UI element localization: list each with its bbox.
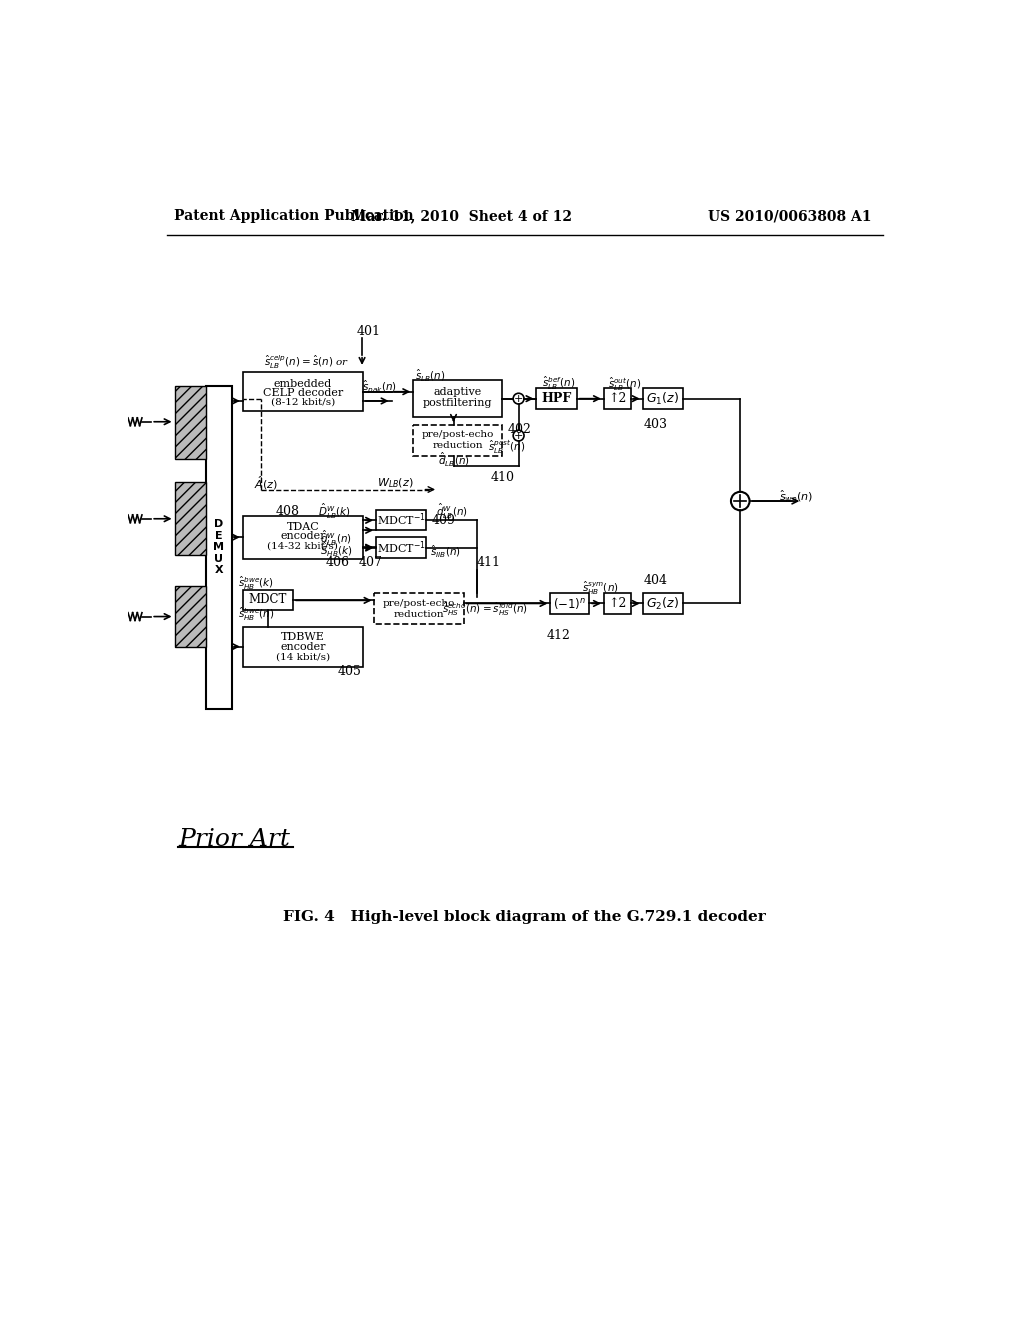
Text: ↑2: ↑2 bbox=[608, 392, 627, 405]
Bar bbox=[604, 388, 631, 409]
Text: pre/post-echo: pre/post-echo bbox=[422, 430, 494, 440]
Text: 407: 407 bbox=[359, 556, 383, 569]
Text: pre/post-echo: pre/post-echo bbox=[383, 599, 456, 609]
Text: $\hat{s}_{wa}(n)$: $\hat{s}_{wa}(n)$ bbox=[779, 487, 813, 504]
Bar bbox=[243, 516, 362, 558]
Text: MDCT: MDCT bbox=[249, 594, 287, 606]
Text: US 2010/0063808 A1: US 2010/0063808 A1 bbox=[709, 209, 872, 223]
Text: $\hat{s}^{echo}_{HS}(n) = \hat{s}^{fold}_{HS}(n)$: $\hat{s}^{echo}_{HS}(n) = \hat{s}^{fold}… bbox=[441, 601, 527, 618]
Text: FIG. 4   High-level block diagram of the G.729.1 decoder: FIG. 4 High-level block diagram of the G… bbox=[284, 909, 766, 924]
Text: reduction: reduction bbox=[432, 441, 483, 450]
Text: $\hat{s}^{bef}_{LB}(n)$: $\hat{s}^{bef}_{LB}(n)$ bbox=[543, 375, 575, 392]
Bar bbox=[414, 425, 503, 455]
Text: MDCT$^{-1}$: MDCT$^{-1}$ bbox=[377, 512, 426, 528]
Text: (14-32 kbit/s): (14-32 kbit/s) bbox=[267, 543, 338, 550]
Text: $G_1(z)$: $G_1(z)$ bbox=[646, 391, 679, 407]
Text: $G_2(z)$: $G_2(z)$ bbox=[646, 595, 679, 611]
Bar bbox=[243, 372, 362, 411]
Text: Prior Art: Prior Art bbox=[178, 829, 290, 851]
Text: $\hat{s}^{bwe}_{HB}(k)$: $\hat{s}^{bwe}_{HB}(k)$ bbox=[238, 574, 274, 593]
Text: $(-1)^n$: $(-1)^n$ bbox=[553, 595, 587, 611]
Text: 408: 408 bbox=[275, 504, 299, 517]
Bar bbox=[174, 586, 206, 647]
Text: +: + bbox=[514, 393, 523, 404]
Text: MDCT$^{-1}$: MDCT$^{-1}$ bbox=[377, 540, 426, 556]
Text: TDAC: TDAC bbox=[287, 523, 319, 532]
Text: (8-12 kbit/s): (8-12 kbit/s) bbox=[270, 399, 335, 407]
Text: D
E
M
U
X: D E M U X bbox=[213, 519, 224, 576]
Text: $\hat{d}^W_{LB}(n)$: $\hat{d}^W_{LB}(n)$ bbox=[436, 502, 468, 520]
Text: 401: 401 bbox=[356, 325, 381, 338]
Bar bbox=[174, 482, 206, 554]
Text: 403: 403 bbox=[643, 417, 668, 430]
Bar bbox=[206, 385, 231, 709]
Bar bbox=[537, 388, 577, 409]
Text: $\hat{D}^W_{LB}(k)$: $\hat{D}^W_{LB}(k)$ bbox=[317, 502, 350, 520]
Text: 410: 410 bbox=[490, 471, 515, 484]
Text: $W_{LB}(z)$: $W_{LB}(z)$ bbox=[377, 477, 414, 490]
Text: ↑2: ↑2 bbox=[608, 597, 627, 610]
Text: postfiltering: postfiltering bbox=[423, 399, 493, 408]
Text: $\hat{s}^{sym}_{HB}(n)$: $\hat{s}^{sym}_{HB}(n)$ bbox=[583, 579, 620, 597]
Text: 411: 411 bbox=[477, 556, 501, 569]
Text: 405: 405 bbox=[337, 665, 361, 677]
Bar bbox=[550, 593, 589, 614]
Text: $\hat{A}(z)$: $\hat{A}(z)$ bbox=[254, 475, 278, 492]
Bar bbox=[414, 380, 503, 417]
Bar bbox=[174, 385, 206, 459]
Text: TDBWE: TDBWE bbox=[281, 632, 325, 643]
Bar bbox=[375, 594, 464, 624]
Text: 406: 406 bbox=[326, 556, 349, 569]
Text: $\hat{s}_{pak}(n)$: $\hat{s}_{pak}(n)$ bbox=[362, 379, 397, 396]
Bar bbox=[643, 593, 683, 614]
Text: 402: 402 bbox=[508, 422, 531, 436]
Text: $\hat{s}^{bwe}_{HB}(n)$: $\hat{s}^{bwe}_{HB}(n)$ bbox=[238, 606, 274, 623]
Bar bbox=[604, 593, 631, 614]
Text: 404: 404 bbox=[643, 574, 668, 587]
Bar bbox=[643, 388, 683, 409]
Text: $\hat{s}_{LB}(n)$: $\hat{s}_{LB}(n)$ bbox=[415, 367, 445, 384]
Bar bbox=[243, 590, 293, 610]
Text: $\hat{s}_{IIB}(n)$: $\hat{s}_{IIB}(n)$ bbox=[430, 543, 461, 560]
Bar bbox=[243, 627, 362, 667]
Text: encoder: encoder bbox=[280, 532, 326, 541]
Text: (14 kbit/s): (14 kbit/s) bbox=[275, 652, 330, 661]
Text: embedded: embedded bbox=[273, 379, 332, 389]
Text: reduction: reduction bbox=[393, 610, 444, 619]
Text: Mar. 11, 2010  Sheet 4 of 12: Mar. 11, 2010 Sheet 4 of 12 bbox=[351, 209, 571, 223]
Text: $\hat{s}^{celp}_{LB}(n) = \hat{s}(n)$ or: $\hat{s}^{celp}_{LB}(n) = \hat{s}(n)$ or bbox=[263, 354, 349, 371]
Text: CELP decoder: CELP decoder bbox=[262, 388, 343, 399]
Text: 409: 409 bbox=[432, 513, 456, 527]
Text: adaptive: adaptive bbox=[433, 388, 482, 397]
Text: +: + bbox=[514, 430, 523, 441]
Text: $\hat{d}^W_{LB}(n)$: $\hat{d}^W_{LB}(n)$ bbox=[321, 528, 352, 548]
Text: $\hat{d}_{LB}(n)$: $\hat{d}_{LB}(n)$ bbox=[437, 450, 469, 467]
Bar bbox=[376, 537, 426, 558]
Text: encoder: encoder bbox=[280, 642, 326, 652]
Text: Patent Application Publication: Patent Application Publication bbox=[174, 209, 414, 223]
Text: $\hat{S}_{HB}(k)$: $\hat{S}_{HB}(k)$ bbox=[321, 540, 353, 558]
Text: $\hat{s}^{post}_{LB}(n)$: $\hat{s}^{post}_{LB}(n)$ bbox=[487, 438, 525, 457]
Text: 412: 412 bbox=[547, 630, 570, 643]
Bar bbox=[376, 510, 426, 531]
Text: $\hat{s}^{out}_{LB}(n)$: $\hat{s}^{out}_{LB}(n)$ bbox=[608, 375, 641, 392]
Text: HPF: HPF bbox=[542, 392, 571, 405]
